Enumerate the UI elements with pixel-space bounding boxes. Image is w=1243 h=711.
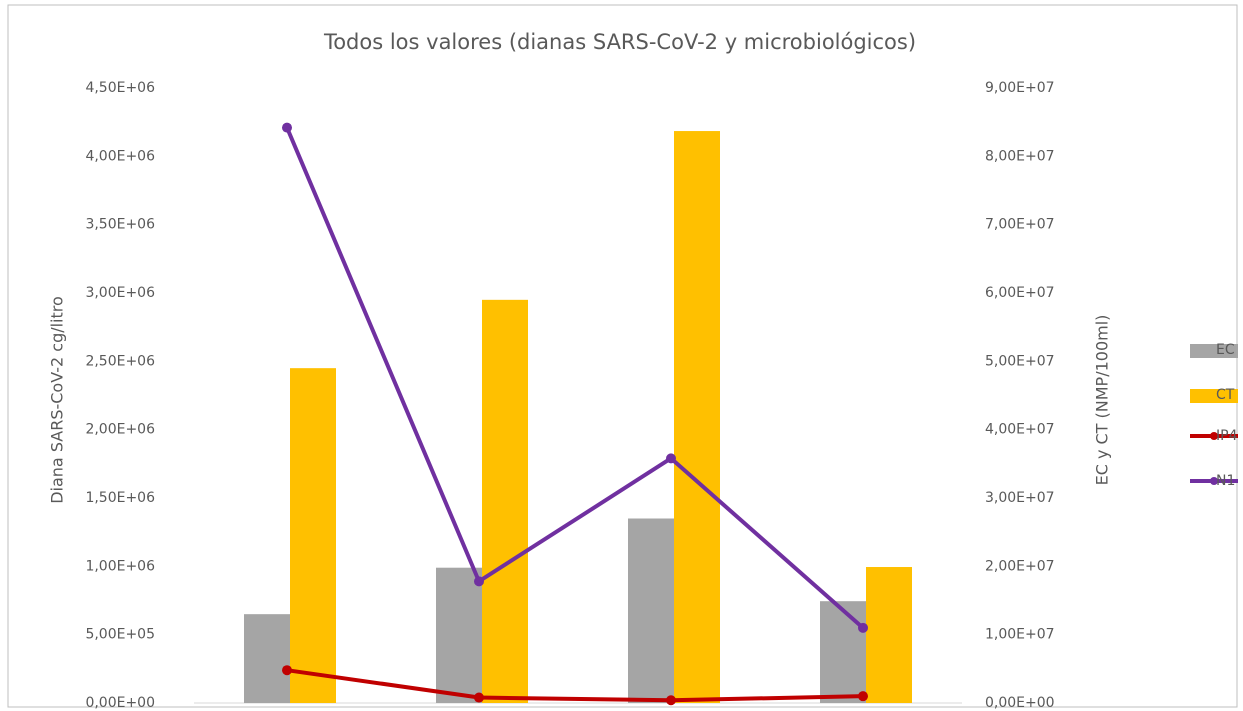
bar — [436, 567, 482, 703]
y-tick-label: 3,50E+06 — [85, 217, 155, 233]
chart-title: Todos los valores (dianas SARS-CoV-2 y m… — [323, 30, 916, 54]
y-axis-title: Diana SARS-CoV-2 cg/litro — [48, 296, 67, 504]
line-point — [858, 622, 868, 633]
y-tick-label: 2,50E+06 — [85, 353, 155, 369]
line — [285, 126, 865, 630]
y2-tick-label: 8,00E+07 — [985, 148, 1055, 164]
bar — [820, 601, 866, 703]
y-tick-label: 2,00E+06 — [85, 422, 155, 438]
bar — [244, 614, 290, 703]
line-point — [474, 576, 484, 587]
chart-frame — [7, 4, 1238, 708]
y-tick-label: 3,00E+06 — [85, 285, 155, 301]
legend-marker — [1210, 432, 1218, 440]
y2-tick-label: 4,00E+07 — [985, 422, 1055, 438]
line-point — [282, 122, 292, 133]
y2-tick-label: 1,00E+07 — [985, 627, 1055, 643]
legend-label: IP4 — [1216, 428, 1238, 444]
y2-tick-label: 7,00E+07 — [985, 217, 1055, 233]
bar — [866, 567, 912, 703]
y-tick-label: 0,00E+00 — [85, 695, 155, 711]
y2-tick-label: 9,00E+07 — [985, 80, 1055, 96]
line-point — [474, 692, 484, 703]
legend-label: CT — [1216, 387, 1235, 403]
y2-tick-label: 2,00E+07 — [985, 558, 1055, 574]
y2-tick-label: 0,00E+00 — [985, 695, 1055, 711]
legend-marker — [1210, 477, 1218, 485]
y-tick-label: 5,00E+05 — [85, 627, 155, 643]
line-point — [858, 691, 868, 702]
line-point — [666, 695, 676, 706]
y2-tick-label: 5,00E+07 — [985, 353, 1055, 369]
line — [286, 668, 864, 703]
y-tick-label: 1,00E+06 — [85, 558, 155, 574]
line-point — [666, 453, 676, 464]
legend-swatch — [1190, 389, 1238, 403]
y2-axis-title: EC y CT (NMP/100ml) — [1093, 315, 1112, 486]
y2-tick-label: 3,00E+07 — [985, 490, 1055, 506]
y-tick-label: 4,50E+06 — [85, 80, 155, 96]
y-tick-label: 4,00E+06 — [85, 148, 155, 164]
y-tick-label: 1,50E+06 — [85, 490, 155, 506]
bar — [290, 368, 336, 703]
bar — [482, 299, 528, 703]
legend-label: N1 — [1216, 473, 1235, 489]
line-point — [282, 665, 292, 676]
bar — [674, 131, 720, 704]
y2-tick-label: 6,00E+07 — [985, 285, 1055, 301]
legend-swatch — [1190, 344, 1238, 358]
bar — [628, 518, 674, 703]
legend-label: EC — [1216, 342, 1235, 358]
